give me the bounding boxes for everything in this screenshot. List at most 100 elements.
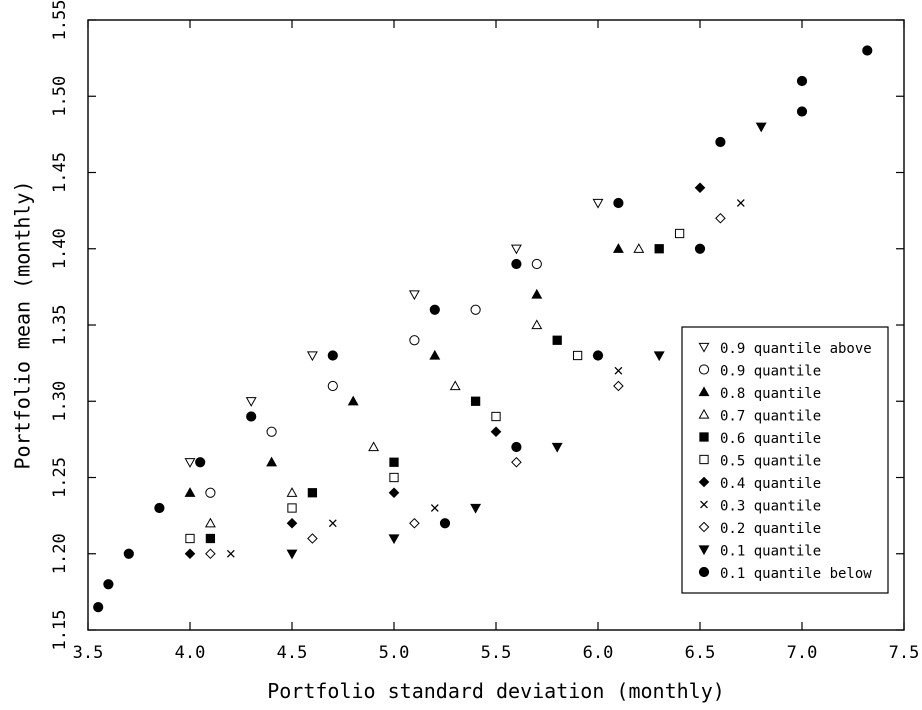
legend-label: 0.7 quantile xyxy=(720,409,821,425)
axis-ticks: 3.5 4.0 4.5 5.0 5.5 6.0 6.5 7.0 7.5 1.15 1.20 1.25 1… xyxy=(50,0,919,663)
data-point xyxy=(674,228,685,239)
legend-label: 0.1 quantile below xyxy=(720,566,872,582)
legend-item: 0.9 quantile xyxy=(698,364,821,380)
y-tick-label: 1.40 xyxy=(50,228,70,269)
data-point xyxy=(592,350,604,361)
series-0-1-quantile xyxy=(286,122,767,560)
data-point xyxy=(511,456,522,468)
legend-label: 0.4 quantile xyxy=(720,476,821,492)
data-point xyxy=(307,533,318,544)
data-point xyxy=(327,380,338,392)
data-point xyxy=(327,350,338,361)
data-point xyxy=(388,487,400,499)
data-point xyxy=(614,366,623,375)
data-point xyxy=(491,411,501,422)
legend-item: 0.4 quantile xyxy=(698,476,821,492)
legend-label: 0.1 quantile xyxy=(720,544,821,560)
legend-marker xyxy=(700,500,708,509)
data-point xyxy=(470,503,482,514)
legend-label: 0.9 quantile above xyxy=(720,341,872,357)
legend-marker xyxy=(699,432,709,442)
data-point xyxy=(246,411,257,422)
data-point xyxy=(715,136,726,148)
legend-label: 0.5 quantile xyxy=(720,454,821,470)
data-point xyxy=(409,335,420,346)
data-point xyxy=(409,517,420,529)
x-tick-label: 7.5 xyxy=(889,643,920,663)
legend-item: 0.5 quantile xyxy=(699,454,821,470)
series-0-6-quantile xyxy=(205,244,664,544)
data-point xyxy=(510,244,522,255)
data-point xyxy=(204,517,216,528)
data-point xyxy=(572,350,583,361)
legend-item: 0.3 quantile xyxy=(700,499,821,515)
legend-label: 0.9 quantile xyxy=(720,364,821,380)
data-point xyxy=(287,503,297,513)
data-point xyxy=(286,487,298,497)
data-point xyxy=(796,75,808,87)
x-tick-label: 4.0 xyxy=(175,643,206,663)
y-axis-label: Portfolio mean (monthly) xyxy=(11,181,35,470)
legend-marker xyxy=(698,408,710,419)
data-point xyxy=(123,548,134,559)
data-point xyxy=(511,258,522,270)
data-point xyxy=(613,197,624,209)
data-point xyxy=(266,456,278,467)
legend-label: 0.3 quantile xyxy=(720,499,821,515)
data-point xyxy=(552,335,562,345)
legend-item: 0.7 quantile xyxy=(698,408,821,425)
data-point xyxy=(266,426,277,437)
data-point xyxy=(306,351,318,362)
data-point xyxy=(653,351,665,362)
data-point xyxy=(103,579,114,590)
legend-marker xyxy=(698,521,710,533)
data-point xyxy=(205,487,216,498)
y-tick-label: 1.55 xyxy=(50,0,70,40)
data-point xyxy=(368,441,380,452)
data-point xyxy=(490,426,502,438)
legend-item: 0.6 quantile xyxy=(699,431,821,447)
y-tick-label: 1.20 xyxy=(50,533,70,574)
data-point xyxy=(185,533,195,544)
y-tick-label: 1.35 xyxy=(50,305,70,346)
series-0-9-quantile-above xyxy=(184,198,604,468)
x-tick-label: 3.5 xyxy=(73,643,104,663)
data-point xyxy=(184,487,196,497)
x-tick-label: 6.0 xyxy=(583,643,614,663)
series-0-5-quantile xyxy=(185,228,685,544)
y-tick-label: 1.50 xyxy=(50,76,70,117)
legend-marker xyxy=(698,566,710,578)
data-point xyxy=(195,457,206,468)
data-point xyxy=(205,548,216,560)
data-point xyxy=(226,549,235,558)
legend-box xyxy=(681,326,889,594)
data-points xyxy=(93,45,873,613)
legend-marker xyxy=(698,386,710,397)
y-tick-label: 1.25 xyxy=(50,457,70,498)
data-point xyxy=(449,380,461,391)
legend-label: 0.6 quantile xyxy=(720,431,821,447)
data-point xyxy=(439,518,451,529)
x-tick-label: 4.5 xyxy=(277,643,308,663)
data-point xyxy=(470,396,481,406)
y-tick-label: 1.45 xyxy=(50,152,70,193)
data-point xyxy=(694,182,706,194)
data-point xyxy=(388,534,400,545)
series-0-8-quantile xyxy=(184,243,624,497)
data-point xyxy=(592,198,604,209)
legend-item: 0.9 quantile above xyxy=(698,341,872,357)
data-point xyxy=(307,488,318,498)
series-0-1-quantile-below xyxy=(93,45,873,613)
legend-marker xyxy=(698,364,710,375)
data-point xyxy=(694,243,706,254)
x-axis-label: Portfolio standard deviation (monthly) xyxy=(267,679,725,703)
x-tick-label: 5.5 xyxy=(481,643,512,663)
legend: 0.9 quantile above 0.9 quantile 0.8 quanti… xyxy=(681,326,889,594)
data-point xyxy=(205,533,216,544)
legend-marker xyxy=(699,454,709,465)
data-point xyxy=(429,304,440,315)
data-point xyxy=(633,243,645,253)
legend-marker xyxy=(698,545,710,556)
y-tick-label: 1.30 xyxy=(50,381,70,422)
